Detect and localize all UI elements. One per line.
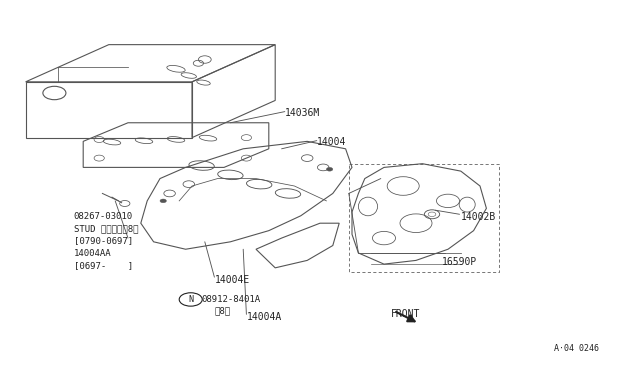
Text: N: N	[188, 295, 193, 304]
Text: （8）: （8）	[214, 306, 230, 315]
Text: 14004: 14004	[317, 137, 346, 147]
Text: FRONT: FRONT	[390, 310, 420, 319]
Text: 16590P: 16590P	[442, 257, 477, 267]
Text: 08267-03010: 08267-03010	[74, 212, 132, 221]
Text: 08912-8401A: 08912-8401A	[202, 295, 260, 304]
Text: 14036M: 14036M	[285, 109, 320, 118]
Text: STUD スタッド（8）: STUD スタッド（8）	[74, 224, 138, 233]
Text: 14004AA: 14004AA	[74, 249, 111, 258]
Text: 14002B: 14002B	[461, 212, 496, 221]
Text: A·04 0246: A·04 0246	[554, 344, 598, 353]
Circle shape	[160, 199, 166, 203]
Text: 14004E: 14004E	[214, 275, 250, 285]
Circle shape	[326, 167, 333, 171]
Text: 14004A: 14004A	[246, 312, 282, 322]
Text: [0697-    ]: [0697- ]	[74, 261, 132, 270]
Text: [0790-0697]: [0790-0697]	[74, 237, 132, 246]
